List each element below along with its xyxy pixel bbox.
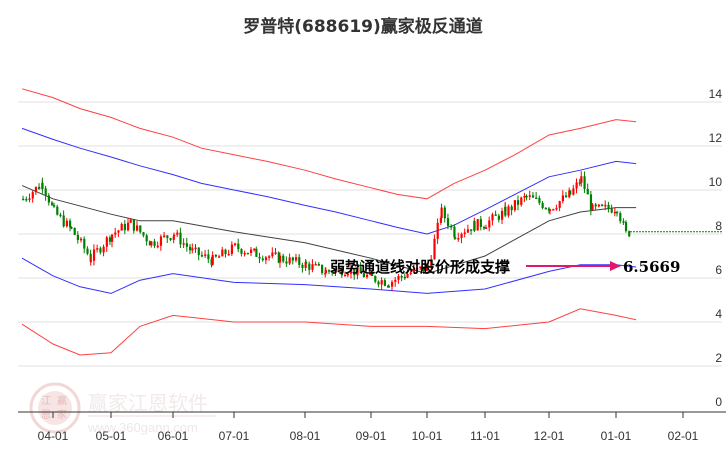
annotation-text: 弱势通道线对股价形成支撑 — [330, 258, 510, 276]
y-tick-label: 2 — [715, 351, 722, 365]
y-tick-label: 0 — [715, 395, 722, 409]
channel-line — [21, 185, 637, 275]
arrow-head-icon — [610, 261, 621, 271]
x-tick-label: 10-01 — [412, 429, 443, 443]
x-tick-label: 06-01 — [158, 429, 189, 443]
annotation-value: 6.5669 — [623, 258, 680, 276]
channel-line — [21, 308, 637, 356]
y-tick-label: 6 — [715, 263, 722, 277]
y-tick-label: 10 — [709, 175, 723, 189]
chart-title: 罗普特(688619)赢家极反通道 — [243, 17, 483, 37]
x-tick-label: 11-01 — [470, 429, 500, 443]
x-tick-label: 04-01 — [38, 429, 69, 443]
seal-char: 江 — [41, 395, 51, 407]
x-tick-label: 02-01 — [668, 429, 699, 443]
watermark: 江赢恩 家 赢家江恩软件 www.360gann.com — [29, 382, 216, 435]
candlesticks — [22, 171, 631, 292]
y-tick-label: 4 — [715, 307, 722, 321]
x-axis: 04-01 05-01 06-01 07-01 08-01 09-01 10-01 11-01… — [18, 411, 726, 443]
y-tick-label: 14 — [709, 87, 723, 101]
x-tick-label: 05-01 — [96, 429, 127, 443]
channel-line — [21, 127, 637, 235]
seal-char: 赢 — [57, 394, 67, 407]
annotation: 弱势通道线对股价形成支撑 6.5669 — [330, 258, 680, 276]
channel-line — [21, 88, 637, 200]
x-tick-label: 01-01 — [601, 429, 632, 443]
y-tick-label: 8 — [715, 219, 722, 233]
seal-char: 恩 — [41, 409, 51, 421]
x-tick-label: 09-01 — [356, 429, 387, 443]
watermark-name: 赢家江恩软件 — [88, 391, 208, 415]
y-tick-label: 12 — [709, 131, 723, 145]
x-tick-label: 07-01 — [219, 429, 250, 443]
x-tick-label: 08-01 — [290, 429, 321, 443]
x-tick-label: 12-01 — [534, 429, 565, 443]
watermark-url: www.360gann.com — [87, 420, 198, 435]
y-grid: 0 2 4 6 8 10 12 14 — [18, 87, 722, 409]
seal-char: 家 — [57, 408, 67, 421]
